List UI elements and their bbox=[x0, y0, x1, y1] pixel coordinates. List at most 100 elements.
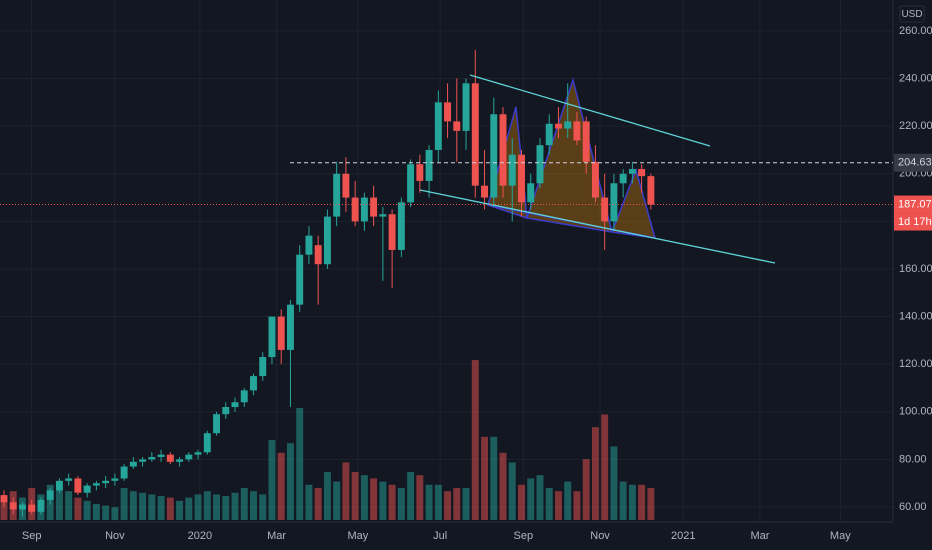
volume-bar bbox=[323, 472, 331, 520]
currency-box[interactable] bbox=[899, 5, 925, 23]
candle-body bbox=[545, 123, 553, 146]
volume-bar bbox=[185, 497, 193, 520]
candle-body bbox=[379, 214, 387, 217]
volume-bar bbox=[591, 427, 599, 520]
volume-bar bbox=[462, 488, 470, 520]
candle-body bbox=[462, 83, 470, 131]
candle-body bbox=[83, 485, 91, 493]
volume-bar bbox=[573, 491, 581, 520]
candle-body bbox=[416, 164, 424, 181]
volume-bar bbox=[83, 500, 91, 520]
volume-bar bbox=[231, 492, 239, 520]
candle-body bbox=[305, 235, 313, 255]
candle-body bbox=[481, 185, 488, 198]
last-price-label: 187.07 bbox=[898, 198, 932, 210]
candle-body bbox=[453, 121, 461, 131]
volume-bar bbox=[314, 488, 322, 520]
volume-bar bbox=[508, 462, 516, 520]
volume-bar bbox=[397, 488, 405, 520]
candle-body bbox=[351, 197, 359, 222]
volume-bar bbox=[545, 488, 553, 520]
x-tick-label: 2020 bbox=[188, 530, 212, 542]
candle-body bbox=[129, 461, 137, 467]
candle-body bbox=[407, 164, 415, 203]
candle-body bbox=[185, 454, 193, 460]
volume-bar bbox=[370, 478, 378, 520]
candle-body bbox=[148, 457, 156, 460]
x-tick-label: Mar bbox=[267, 530, 286, 542]
candle-body bbox=[323, 216, 331, 265]
candle-body bbox=[573, 121, 581, 141]
volume-bar bbox=[342, 462, 350, 520]
y-tick-label: 260.00 bbox=[899, 25, 932, 37]
candle-body bbox=[203, 433, 211, 453]
candle-body bbox=[0, 495, 8, 503]
volume-bar bbox=[74, 497, 82, 520]
candle-body bbox=[37, 499, 45, 512]
candle-body bbox=[508, 154, 516, 186]
volume-bar bbox=[379, 481, 387, 520]
x-tick-label: Nov bbox=[105, 530, 125, 542]
volume-bar bbox=[453, 488, 461, 520]
countdown-label: 1d 17h bbox=[898, 216, 932, 228]
volume-bar bbox=[499, 452, 507, 520]
candle-body bbox=[601, 197, 609, 222]
volume-bar bbox=[647, 488, 655, 520]
trend-line-upper bbox=[469, 74, 711, 147]
volume-bar bbox=[139, 492, 147, 520]
candle-body bbox=[434, 102, 442, 150]
countdown-box bbox=[894, 213, 932, 231]
x-tick-label: 2021 bbox=[671, 530, 695, 542]
y-tick-label: 120.00 bbox=[899, 358, 932, 370]
volume-bar bbox=[471, 360, 479, 520]
volume-bar bbox=[490, 436, 498, 520]
candle-body bbox=[194, 452, 202, 455]
volume-bar bbox=[250, 491, 257, 520]
volume-bar bbox=[333, 481, 341, 520]
volume-bar bbox=[268, 440, 276, 520]
candle-body bbox=[342, 173, 350, 198]
volume-bar bbox=[527, 478, 535, 520]
candle-body bbox=[176, 459, 184, 462]
volume-bar bbox=[554, 491, 562, 520]
x-tick-label: May bbox=[348, 530, 369, 542]
volume-bar bbox=[425, 484, 433, 520]
candle-body bbox=[9, 502, 17, 510]
candle-body bbox=[166, 454, 174, 462]
candle-body bbox=[74, 478, 82, 493]
candle-body bbox=[333, 173, 341, 217]
volume-bar bbox=[55, 488, 63, 520]
volume-bar bbox=[194, 494, 202, 520]
candles bbox=[0, 49, 655, 517]
volume-bar bbox=[166, 497, 174, 520]
candle-body bbox=[582, 121, 590, 162]
volume-bar bbox=[407, 472, 415, 520]
currency: USD bbox=[901, 9, 922, 20]
volume-bar bbox=[213, 494, 220, 520]
candle-body bbox=[425, 149, 433, 181]
candle-body bbox=[111, 478, 119, 481]
y-tick-label: 140.00 bbox=[899, 310, 932, 322]
candle-body bbox=[18, 504, 26, 510]
volume-bar bbox=[628, 484, 636, 520]
volume-bar bbox=[481, 436, 488, 520]
volume-bar bbox=[240, 488, 248, 520]
volume-bar bbox=[92, 504, 100, 520]
volume-bar bbox=[157, 496, 165, 520]
candle-body bbox=[499, 114, 507, 186]
volume-bar bbox=[286, 443, 294, 520]
volume-bar bbox=[582, 459, 590, 520]
candle-body bbox=[240, 390, 248, 403]
candle-body bbox=[120, 466, 128, 479]
x-tick-label: Sep bbox=[22, 530, 42, 542]
candle-body bbox=[554, 123, 562, 129]
candle-body bbox=[259, 357, 267, 377]
volume-bar bbox=[619, 481, 627, 520]
volume-bar bbox=[305, 484, 313, 520]
candle-body bbox=[268, 316, 276, 358]
candle-body bbox=[444, 102, 452, 122]
volume-bar bbox=[360, 475, 368, 520]
x-tick-label: Nov bbox=[590, 530, 610, 542]
